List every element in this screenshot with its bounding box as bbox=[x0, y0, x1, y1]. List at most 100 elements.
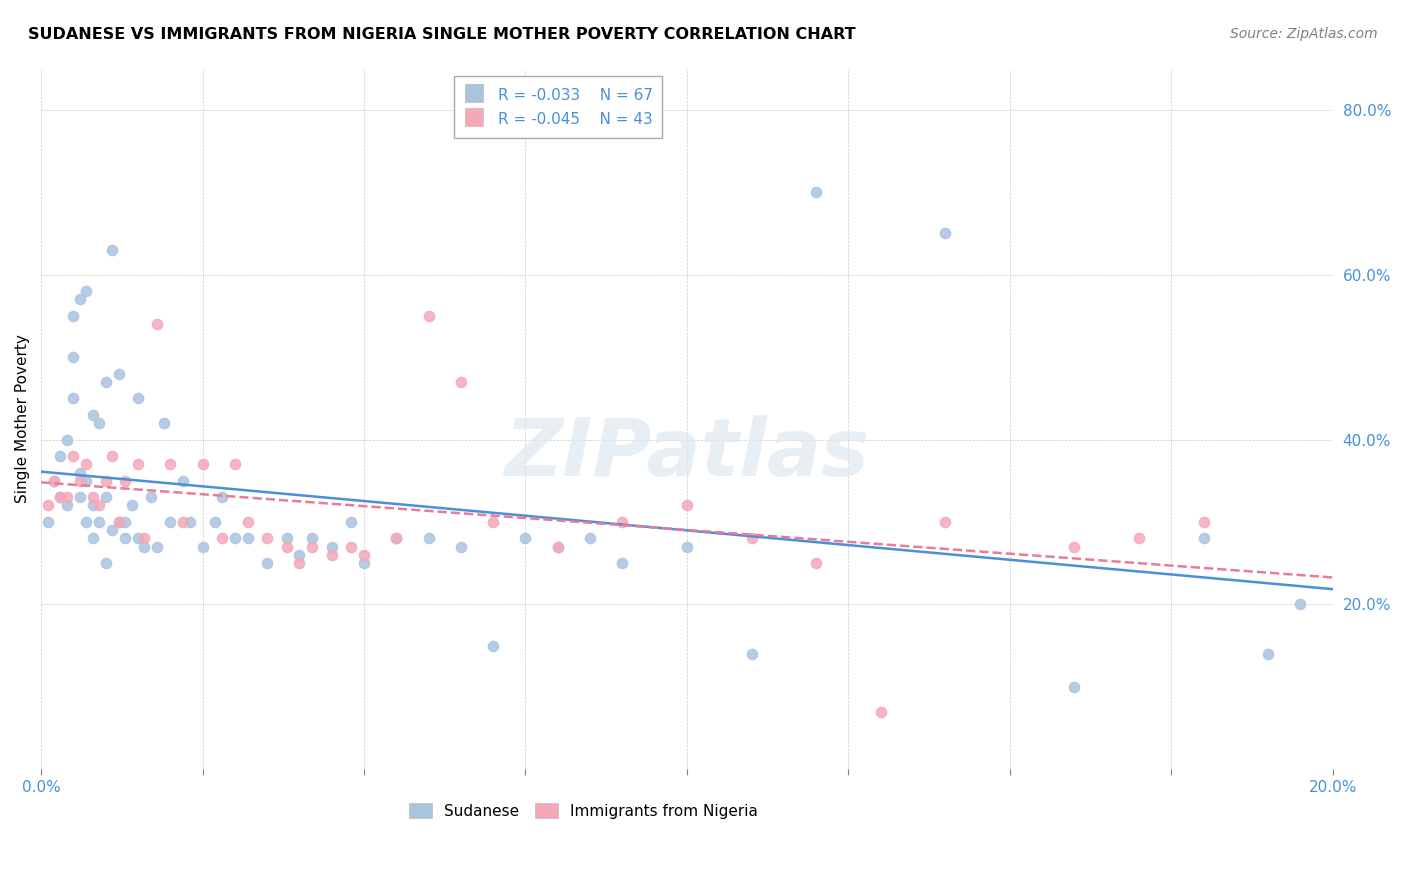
Point bbox=[127, 532, 149, 546]
Point bbox=[75, 474, 97, 488]
Point bbox=[211, 490, 233, 504]
Point bbox=[934, 227, 956, 241]
Point bbox=[75, 515, 97, 529]
Point bbox=[172, 474, 194, 488]
Point bbox=[676, 540, 699, 554]
Point bbox=[49, 490, 72, 504]
Point bbox=[224, 457, 246, 471]
Point bbox=[121, 499, 143, 513]
Point bbox=[153, 416, 176, 430]
Point bbox=[804, 556, 827, 570]
Point bbox=[1192, 515, 1215, 529]
Point bbox=[42, 474, 65, 488]
Point bbox=[204, 515, 226, 529]
Point bbox=[62, 392, 84, 406]
Point bbox=[385, 532, 408, 546]
Point bbox=[579, 532, 602, 546]
Point bbox=[288, 556, 311, 570]
Point bbox=[191, 457, 214, 471]
Point bbox=[276, 540, 298, 554]
Point bbox=[340, 540, 363, 554]
Point bbox=[75, 284, 97, 298]
Point bbox=[89, 499, 111, 513]
Point bbox=[82, 490, 104, 504]
Point bbox=[288, 548, 311, 562]
Point bbox=[612, 556, 634, 570]
Point bbox=[256, 532, 278, 546]
Point bbox=[321, 548, 343, 562]
Point bbox=[69, 490, 91, 504]
Point bbox=[482, 639, 505, 653]
Y-axis label: Single Mother Poverty: Single Mother Poverty bbox=[15, 334, 30, 503]
Point bbox=[515, 532, 537, 546]
Point bbox=[321, 540, 343, 554]
Point bbox=[191, 540, 214, 554]
Point bbox=[56, 433, 79, 447]
Point bbox=[301, 532, 323, 546]
Text: SUDANESE VS IMMIGRANTS FROM NIGERIA SINGLE MOTHER POVERTY CORRELATION CHART: SUDANESE VS IMMIGRANTS FROM NIGERIA SING… bbox=[28, 27, 856, 42]
Point bbox=[101, 243, 124, 257]
Point bbox=[179, 515, 201, 529]
Point bbox=[94, 375, 117, 389]
Point bbox=[101, 523, 124, 537]
Point bbox=[547, 540, 569, 554]
Point bbox=[1063, 680, 1085, 694]
Point bbox=[69, 466, 91, 480]
Point bbox=[159, 457, 181, 471]
Point bbox=[804, 185, 827, 199]
Point bbox=[276, 532, 298, 546]
Point bbox=[450, 540, 472, 554]
Point bbox=[114, 474, 136, 488]
Point bbox=[676, 499, 699, 513]
Point bbox=[450, 375, 472, 389]
Point bbox=[236, 532, 259, 546]
Point bbox=[547, 540, 569, 554]
Point bbox=[127, 457, 149, 471]
Point bbox=[741, 647, 763, 661]
Point bbox=[94, 474, 117, 488]
Point bbox=[418, 532, 440, 546]
Point bbox=[62, 309, 84, 323]
Point bbox=[94, 490, 117, 504]
Point bbox=[353, 548, 375, 562]
Point bbox=[139, 490, 162, 504]
Point bbox=[159, 515, 181, 529]
Point bbox=[934, 515, 956, 529]
Point bbox=[127, 392, 149, 406]
Point bbox=[146, 317, 169, 331]
Point bbox=[82, 499, 104, 513]
Point bbox=[1257, 647, 1279, 661]
Point bbox=[37, 499, 59, 513]
Point bbox=[301, 540, 323, 554]
Point bbox=[224, 532, 246, 546]
Point bbox=[741, 532, 763, 546]
Legend: Sudanese, Immigrants from Nigeria: Sudanese, Immigrants from Nigeria bbox=[404, 797, 763, 825]
Point bbox=[107, 515, 129, 529]
Point bbox=[42, 474, 65, 488]
Text: Source: ZipAtlas.com: Source: ZipAtlas.com bbox=[1230, 27, 1378, 41]
Point bbox=[82, 532, 104, 546]
Point bbox=[114, 532, 136, 546]
Point bbox=[256, 556, 278, 570]
Point bbox=[49, 490, 72, 504]
Point bbox=[89, 515, 111, 529]
Point bbox=[56, 499, 79, 513]
Point bbox=[340, 515, 363, 529]
Point bbox=[869, 705, 891, 719]
Point bbox=[62, 449, 84, 463]
Text: ZIPatlas: ZIPatlas bbox=[505, 415, 869, 493]
Point bbox=[89, 416, 111, 430]
Point bbox=[62, 350, 84, 364]
Point bbox=[101, 449, 124, 463]
Point bbox=[1289, 598, 1312, 612]
Point bbox=[114, 515, 136, 529]
Point bbox=[94, 556, 117, 570]
Point bbox=[146, 540, 169, 554]
Point bbox=[211, 532, 233, 546]
Point bbox=[69, 293, 91, 307]
Point bbox=[107, 515, 129, 529]
Point bbox=[107, 367, 129, 381]
Point bbox=[134, 540, 156, 554]
Point bbox=[37, 515, 59, 529]
Point bbox=[75, 457, 97, 471]
